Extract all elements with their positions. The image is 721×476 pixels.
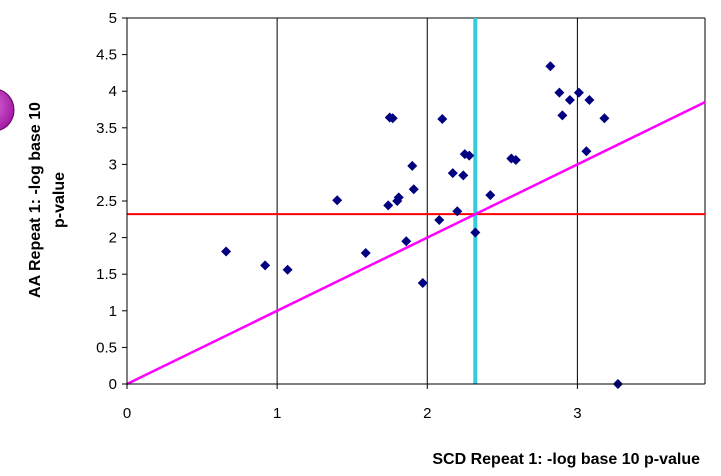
data-point bbox=[584, 94, 595, 105]
y-axis-title-line2: p-value bbox=[51, 172, 68, 228]
data-point bbox=[554, 87, 565, 98]
data-points bbox=[221, 61, 623, 389]
y-tick-label: 0 bbox=[109, 376, 117, 393]
data-point bbox=[545, 61, 556, 72]
data-point bbox=[564, 94, 575, 105]
data-point bbox=[282, 264, 293, 275]
data-point bbox=[383, 200, 394, 211]
y-tick-label: 1.5 bbox=[96, 266, 117, 283]
data-point bbox=[417, 277, 428, 288]
decorative-circle bbox=[0, 89, 15, 131]
x-axis-title: SCD Repeat 1: -log base 10 p-value bbox=[432, 451, 700, 468]
y-axis-title-line1: AA Repeat 1: -log base 10 bbox=[27, 102, 44, 298]
gridlines bbox=[127, 17, 706, 384]
data-point bbox=[557, 110, 568, 121]
data-point bbox=[447, 168, 458, 179]
x-tick-label: 0 bbox=[123, 405, 131, 422]
data-point bbox=[393, 192, 404, 203]
data-point bbox=[452, 206, 463, 217]
y-tick-label: 5 bbox=[109, 10, 117, 27]
data-point bbox=[581, 146, 592, 157]
y-tick-label: 3.5 bbox=[96, 120, 117, 137]
x-tick-label: 1 bbox=[273, 405, 281, 422]
reference-lines bbox=[126, 18, 706, 386]
data-point bbox=[510, 155, 521, 166]
data-point bbox=[407, 160, 418, 171]
data-point bbox=[408, 184, 419, 195]
axes bbox=[122, 17, 705, 389]
y-tick-label: 2 bbox=[109, 230, 117, 247]
data-point bbox=[332, 195, 343, 206]
y-tick-label: 1 bbox=[109, 303, 117, 320]
data-point bbox=[221, 246, 232, 257]
y-tick-label: 2.5 bbox=[96, 193, 117, 210]
data-point bbox=[485, 190, 496, 201]
data-point bbox=[434, 215, 445, 226]
data-point bbox=[401, 236, 412, 247]
identity-line bbox=[126, 101, 706, 386]
data-point bbox=[470, 227, 481, 238]
data-point bbox=[458, 170, 469, 181]
y-tick-label: 4.5 bbox=[96, 47, 117, 64]
data-point bbox=[387, 113, 398, 124]
data-point bbox=[573, 87, 584, 98]
data-point bbox=[437, 114, 448, 125]
data-point bbox=[260, 260, 271, 271]
y-tick-label: 3 bbox=[109, 156, 117, 173]
data-point bbox=[360, 247, 371, 258]
y-tick-label: 0.5 bbox=[96, 339, 117, 356]
x-tick-label: 2 bbox=[423, 405, 431, 422]
x-tick-label: 3 bbox=[573, 405, 581, 422]
y-tick-label: 4 bbox=[109, 83, 117, 100]
data-point bbox=[464, 150, 475, 161]
data-point bbox=[599, 113, 610, 124]
tick-labels: 0 0.5 1 1.5 2 2.5 3 3.5 4 4.5 5 0 1 2 3 bbox=[96, 10, 581, 422]
